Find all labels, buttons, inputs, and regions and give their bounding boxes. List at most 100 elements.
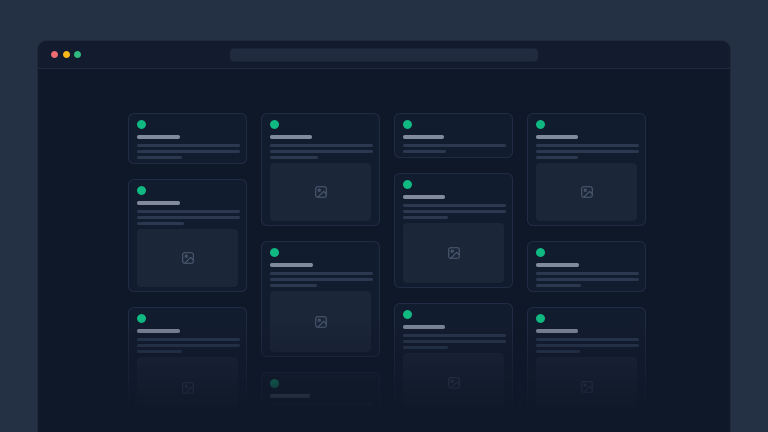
text-skeleton-bar (536, 344, 639, 347)
status-dot (137, 120, 146, 129)
text-skeleton-bar (403, 216, 448, 219)
text-skeleton-bar (270, 409, 373, 412)
image-placeholder (270, 163, 371, 221)
image-placeholder (403, 223, 504, 283)
feed-card[interactable] (527, 307, 646, 422)
status-dot (536, 314, 545, 323)
text-skeleton-bar (270, 135, 312, 139)
page-content (38, 69, 730, 432)
text-skeleton-bar (536, 150, 639, 153)
text-skeleton-bar (536, 338, 639, 341)
text-skeleton-bar (270, 394, 310, 398)
status-dot (270, 379, 279, 388)
text-skeleton-bar (137, 156, 182, 159)
feed-card[interactable] (128, 307, 247, 424)
feed-column-2 (261, 113, 380, 432)
text-skeleton-bar (536, 350, 580, 353)
feed-card[interactable] (128, 179, 247, 292)
text-skeleton-bar (137, 344, 240, 347)
text-skeleton-bar (270, 278, 373, 281)
traffic-lights (51, 51, 81, 58)
text-skeleton-bar (536, 144, 639, 147)
status-dot (270, 248, 279, 257)
text-skeleton-bar (270, 263, 313, 267)
feed-card[interactable] (394, 303, 513, 418)
status-dot (536, 120, 545, 129)
text-skeleton-bar (403, 210, 506, 213)
image-placeholder (270, 291, 371, 352)
text-skeleton-bar (403, 340, 506, 343)
text-skeleton-bar (403, 204, 506, 207)
status-dot (403, 180, 412, 189)
text-skeleton-bar (536, 284, 581, 287)
text-skeleton-bar (403, 334, 506, 337)
text-skeleton-bar (137, 150, 240, 153)
text-skeleton-bar (270, 284, 317, 287)
feed-card[interactable] (261, 372, 380, 432)
card-grid (128, 113, 646, 432)
feed-card[interactable] (394, 173, 513, 288)
text-skeleton-bar (270, 272, 373, 275)
image-icon (580, 381, 593, 393)
text-skeleton-bar (403, 346, 448, 349)
feed-column-4 (527, 113, 646, 432)
text-skeleton-bar (270, 415, 315, 418)
browser-window (37, 40, 731, 432)
text-skeleton-bar (270, 144, 373, 147)
text-skeleton-bar (536, 135, 578, 139)
feed-card[interactable] (128, 113, 247, 164)
text-skeleton-bar (137, 350, 182, 353)
text-skeleton-bar (270, 403, 373, 406)
image-icon (181, 382, 194, 394)
text-skeleton-bar (137, 210, 240, 213)
image-icon (181, 252, 194, 264)
image-placeholder (536, 163, 637, 221)
close-button[interactable] (51, 51, 58, 58)
text-skeleton-bar (270, 156, 318, 159)
text-skeleton-bar (137, 222, 184, 225)
text-skeleton-bar (137, 329, 180, 333)
text-skeleton-bar (536, 263, 579, 267)
feed-card[interactable] (527, 113, 646, 226)
text-skeleton-bar (270, 150, 373, 153)
text-skeleton-bar (137, 144, 240, 147)
text-skeleton-bar (536, 156, 578, 159)
text-skeleton-bar (137, 338, 240, 341)
feed-column-1 (128, 113, 247, 432)
minimize-button[interactable] (62, 51, 70, 58)
status-dot (536, 248, 545, 257)
zoom-button[interactable] (74, 51, 81, 58)
status-dot (137, 186, 146, 195)
text-skeleton-bar (536, 272, 639, 275)
image-placeholder (270, 422, 371, 432)
image-placeholder (403, 353, 504, 413)
image-icon (580, 186, 593, 198)
status-dot (403, 120, 412, 129)
text-skeleton-bar (536, 278, 639, 281)
text-skeleton-bar (536, 329, 578, 333)
address-bar[interactable] (230, 48, 538, 61)
status-dot (403, 310, 412, 319)
feed-card[interactable] (527, 241, 646, 292)
image-icon (447, 377, 460, 389)
text-skeleton-bar (403, 135, 444, 139)
image-placeholder (536, 357, 637, 417)
image-placeholder (137, 229, 238, 287)
text-skeleton-bar (137, 135, 180, 139)
text-skeleton-bar (137, 216, 240, 219)
browser-titlebar (38, 41, 730, 69)
feed-card[interactable] (261, 241, 380, 357)
image-icon (314, 315, 327, 328)
text-skeleton-bar (403, 325, 445, 329)
feed-card[interactable] (261, 113, 380, 226)
feed-card[interactable] (394, 113, 513, 158)
image-icon (314, 186, 327, 198)
text-skeleton-bar (137, 201, 180, 205)
text-skeleton-bar (403, 195, 445, 199)
text-skeleton-bar (403, 144, 506, 147)
image-placeholder (137, 357, 238, 419)
feed-column-3 (394, 113, 513, 432)
status-dot (270, 120, 279, 129)
text-skeleton-bar (403, 150, 446, 153)
